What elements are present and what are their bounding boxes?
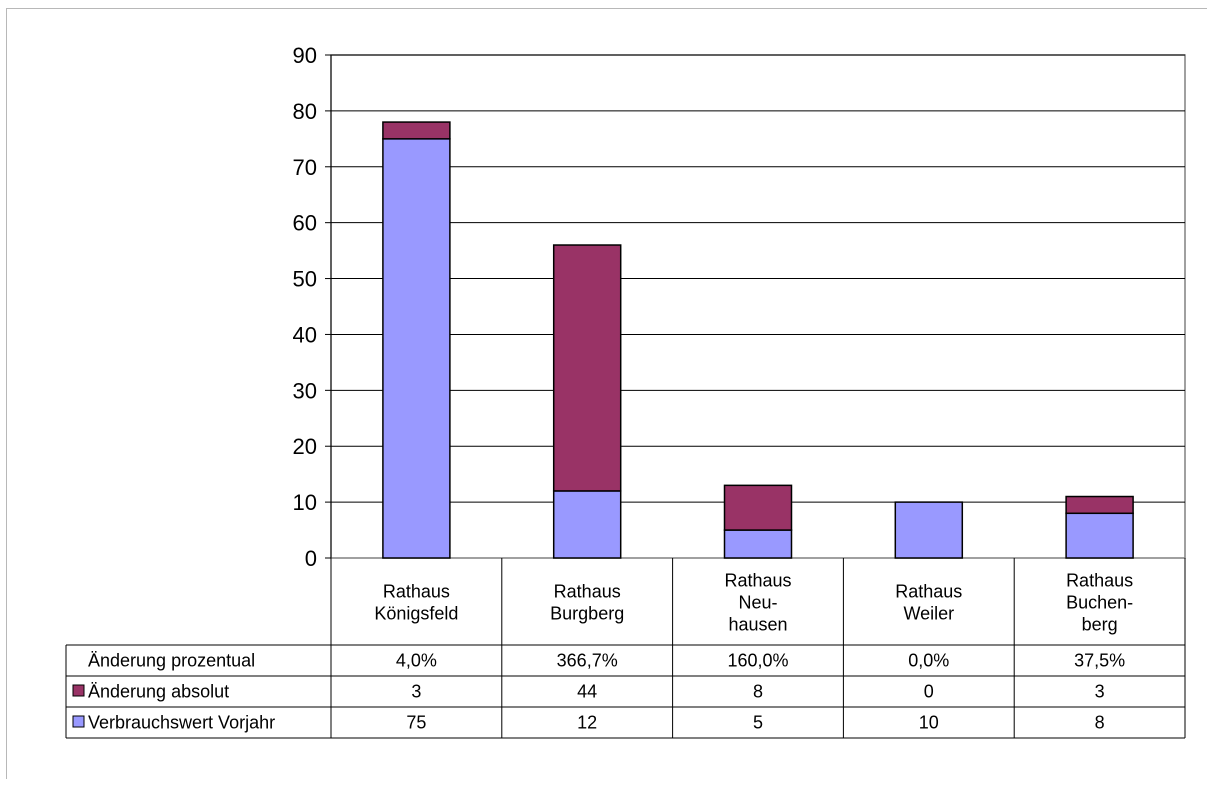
table-cell-0-0: 4,0% [396,651,437,671]
category-label-3-1: Weiler [903,604,954,624]
category-label-0-1: Königsfeld [374,604,458,624]
y-tick-label-40: 40 [293,322,317,347]
legend-marker-1 [72,684,85,697]
bar-s0-c1 [552,490,622,559]
category-label-2-0: Rathaus [724,571,791,591]
y-tick-label-90: 90 [293,43,317,68]
category-label-3-0: Rathaus [895,582,962,602]
table-cell-2-4: 8 [1095,713,1105,733]
bar-s1-c1 [552,244,622,492]
bar-s1-c0 [382,121,451,140]
table-cell-2-2: 5 [753,713,763,733]
table-cell-1-4: 3 [1095,682,1105,702]
category-label-1-1: Burgberg [550,604,624,624]
y-tick-label-70: 70 [293,155,317,180]
y-tick-label-20: 20 [293,434,317,459]
category-label-4-0: Rathaus [1066,571,1133,591]
chart-frame [6,8,1207,779]
y-tick-label-60: 60 [293,211,317,236]
table-cell-1-2: 8 [753,682,763,702]
bar-s0-c3 [894,501,964,559]
bar-s0-c2 [723,529,793,559]
table-cell-0-3: 0,0% [908,651,949,671]
y-tick-label-10: 10 [293,490,317,515]
table-cell-0-1: 366,7% [557,651,618,671]
table-row-label-2: Verbrauchswert Vorjahr [88,713,275,733]
data-table: RathausKönigsfeldRathausBurgbergRathausN… [65,558,1186,739]
y-tick-label-30: 30 [293,378,317,403]
category-label-4-1: Buchen- [1066,593,1133,613]
y-tick-label-80: 80 [293,99,317,124]
table-cell-1-3: 0 [924,682,934,702]
y-tick-label-0: 0 [305,546,317,571]
axes: 0 10 20 30 40 50 60 70 80 90 [293,43,332,571]
bar-s0-c0 [382,138,451,559]
table-row-label-0: Änderung prozentual [88,651,255,671]
category-label-4-2: berg [1082,615,1118,635]
bar-s0-c4 [1065,512,1134,559]
table-row-label-1: Änderung absolut [88,682,229,702]
legend-marker-2 [72,715,85,728]
plot-area-border [330,54,1186,559]
gridlines [330,54,1186,559]
table-cell-0-2: 160,0% [727,651,788,671]
table-cell-2-1: 12 [577,713,597,733]
table-cell-2-3: 10 [919,713,939,733]
bar-s1-c4 [1065,495,1134,515]
table-cell-1-1: 44 [577,682,597,702]
category-label-2-2: hausen [728,615,787,635]
category-label-2-1: Neu- [738,593,777,613]
bars [382,121,1134,559]
table-cell-1-0: 3 [411,682,421,702]
category-label-1-0: Rathaus [554,582,621,602]
table-cell-2-0: 75 [406,713,426,733]
table-cell-0-4: 37,5% [1074,651,1125,671]
bar-s1-c2 [723,484,793,531]
y-tick-label-50: 50 [293,267,317,292]
category-label-0-0: Rathaus [383,582,450,602]
